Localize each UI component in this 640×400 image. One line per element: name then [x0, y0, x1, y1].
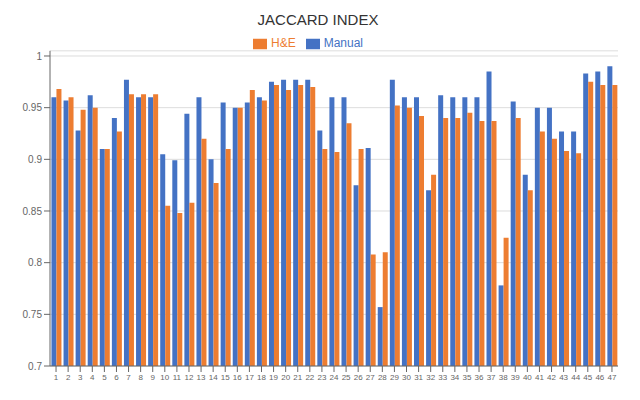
svg-text:42: 42	[547, 373, 556, 382]
svg-text:2: 2	[66, 373, 71, 382]
svg-text:12: 12	[185, 373, 194, 382]
svg-text:3: 3	[78, 373, 83, 382]
svg-text:30: 30	[402, 373, 411, 382]
svg-text:11: 11	[173, 373, 182, 382]
svg-text:4: 4	[90, 373, 95, 382]
svg-text:45: 45	[583, 373, 592, 382]
svg-text:37: 37	[487, 373, 496, 382]
svg-text:29: 29	[390, 373, 399, 382]
svg-text:43: 43	[559, 373, 568, 382]
svg-text:23: 23	[317, 373, 326, 382]
svg-text:0.8: 0.8	[28, 257, 42, 268]
svg-text:39: 39	[511, 373, 520, 382]
svg-text:20: 20	[281, 373, 290, 382]
svg-text:41: 41	[535, 373, 544, 382]
svg-text:32: 32	[426, 373, 435, 382]
svg-text:21: 21	[293, 373, 302, 382]
svg-text:15: 15	[221, 373, 230, 382]
svg-text:24: 24	[330, 373, 339, 382]
svg-text:44: 44	[571, 373, 580, 382]
svg-text:36: 36	[475, 373, 484, 382]
svg-text:0.85: 0.85	[23, 206, 43, 217]
svg-text:0.9: 0.9	[28, 154, 42, 165]
svg-text:25: 25	[342, 373, 351, 382]
svg-text:47: 47	[608, 373, 617, 382]
svg-text:33: 33	[438, 373, 447, 382]
html-text:JACCARD INDEX: JACCARD INDEX	[257, 11, 379, 28]
svg-text:8: 8	[138, 373, 143, 382]
svg-text:34: 34	[450, 373, 459, 382]
html-text:Manual: Manual	[323, 36, 363, 50]
svg-text:6: 6	[114, 373, 119, 382]
svg-text:28: 28	[378, 373, 387, 382]
svg-text:38: 38	[499, 373, 508, 382]
svg-text:46: 46	[595, 373, 604, 382]
svg-text:1: 1	[36, 51, 42, 62]
svg-text:1: 1	[54, 373, 59, 382]
svg-text:0.75: 0.75	[23, 309, 43, 320]
svg-text:22: 22	[305, 373, 314, 382]
svg-text:19: 19	[269, 373, 278, 382]
svg-text:40: 40	[523, 373, 532, 382]
svg-text:5: 5	[102, 373, 107, 382]
svg-text:17: 17	[245, 373, 254, 382]
svg-text:14: 14	[209, 373, 218, 382]
svg-text:31: 31	[414, 373, 423, 382]
svg-text:26: 26	[354, 373, 363, 382]
svg-text:27: 27	[366, 373, 375, 382]
svg-text:0.95: 0.95	[23, 102, 43, 113]
svg-text:13: 13	[197, 373, 206, 382]
svg-text:16: 16	[233, 373, 242, 382]
svg-text:35: 35	[462, 373, 471, 382]
svg-text:18: 18	[257, 373, 266, 382]
html-text:H&E: H&E	[271, 36, 296, 50]
svg-text:0.7: 0.7	[28, 361, 42, 372]
svg-text:7: 7	[126, 373, 131, 382]
svg-text:9: 9	[150, 373, 155, 382]
svg-text:10: 10	[160, 373, 169, 382]
